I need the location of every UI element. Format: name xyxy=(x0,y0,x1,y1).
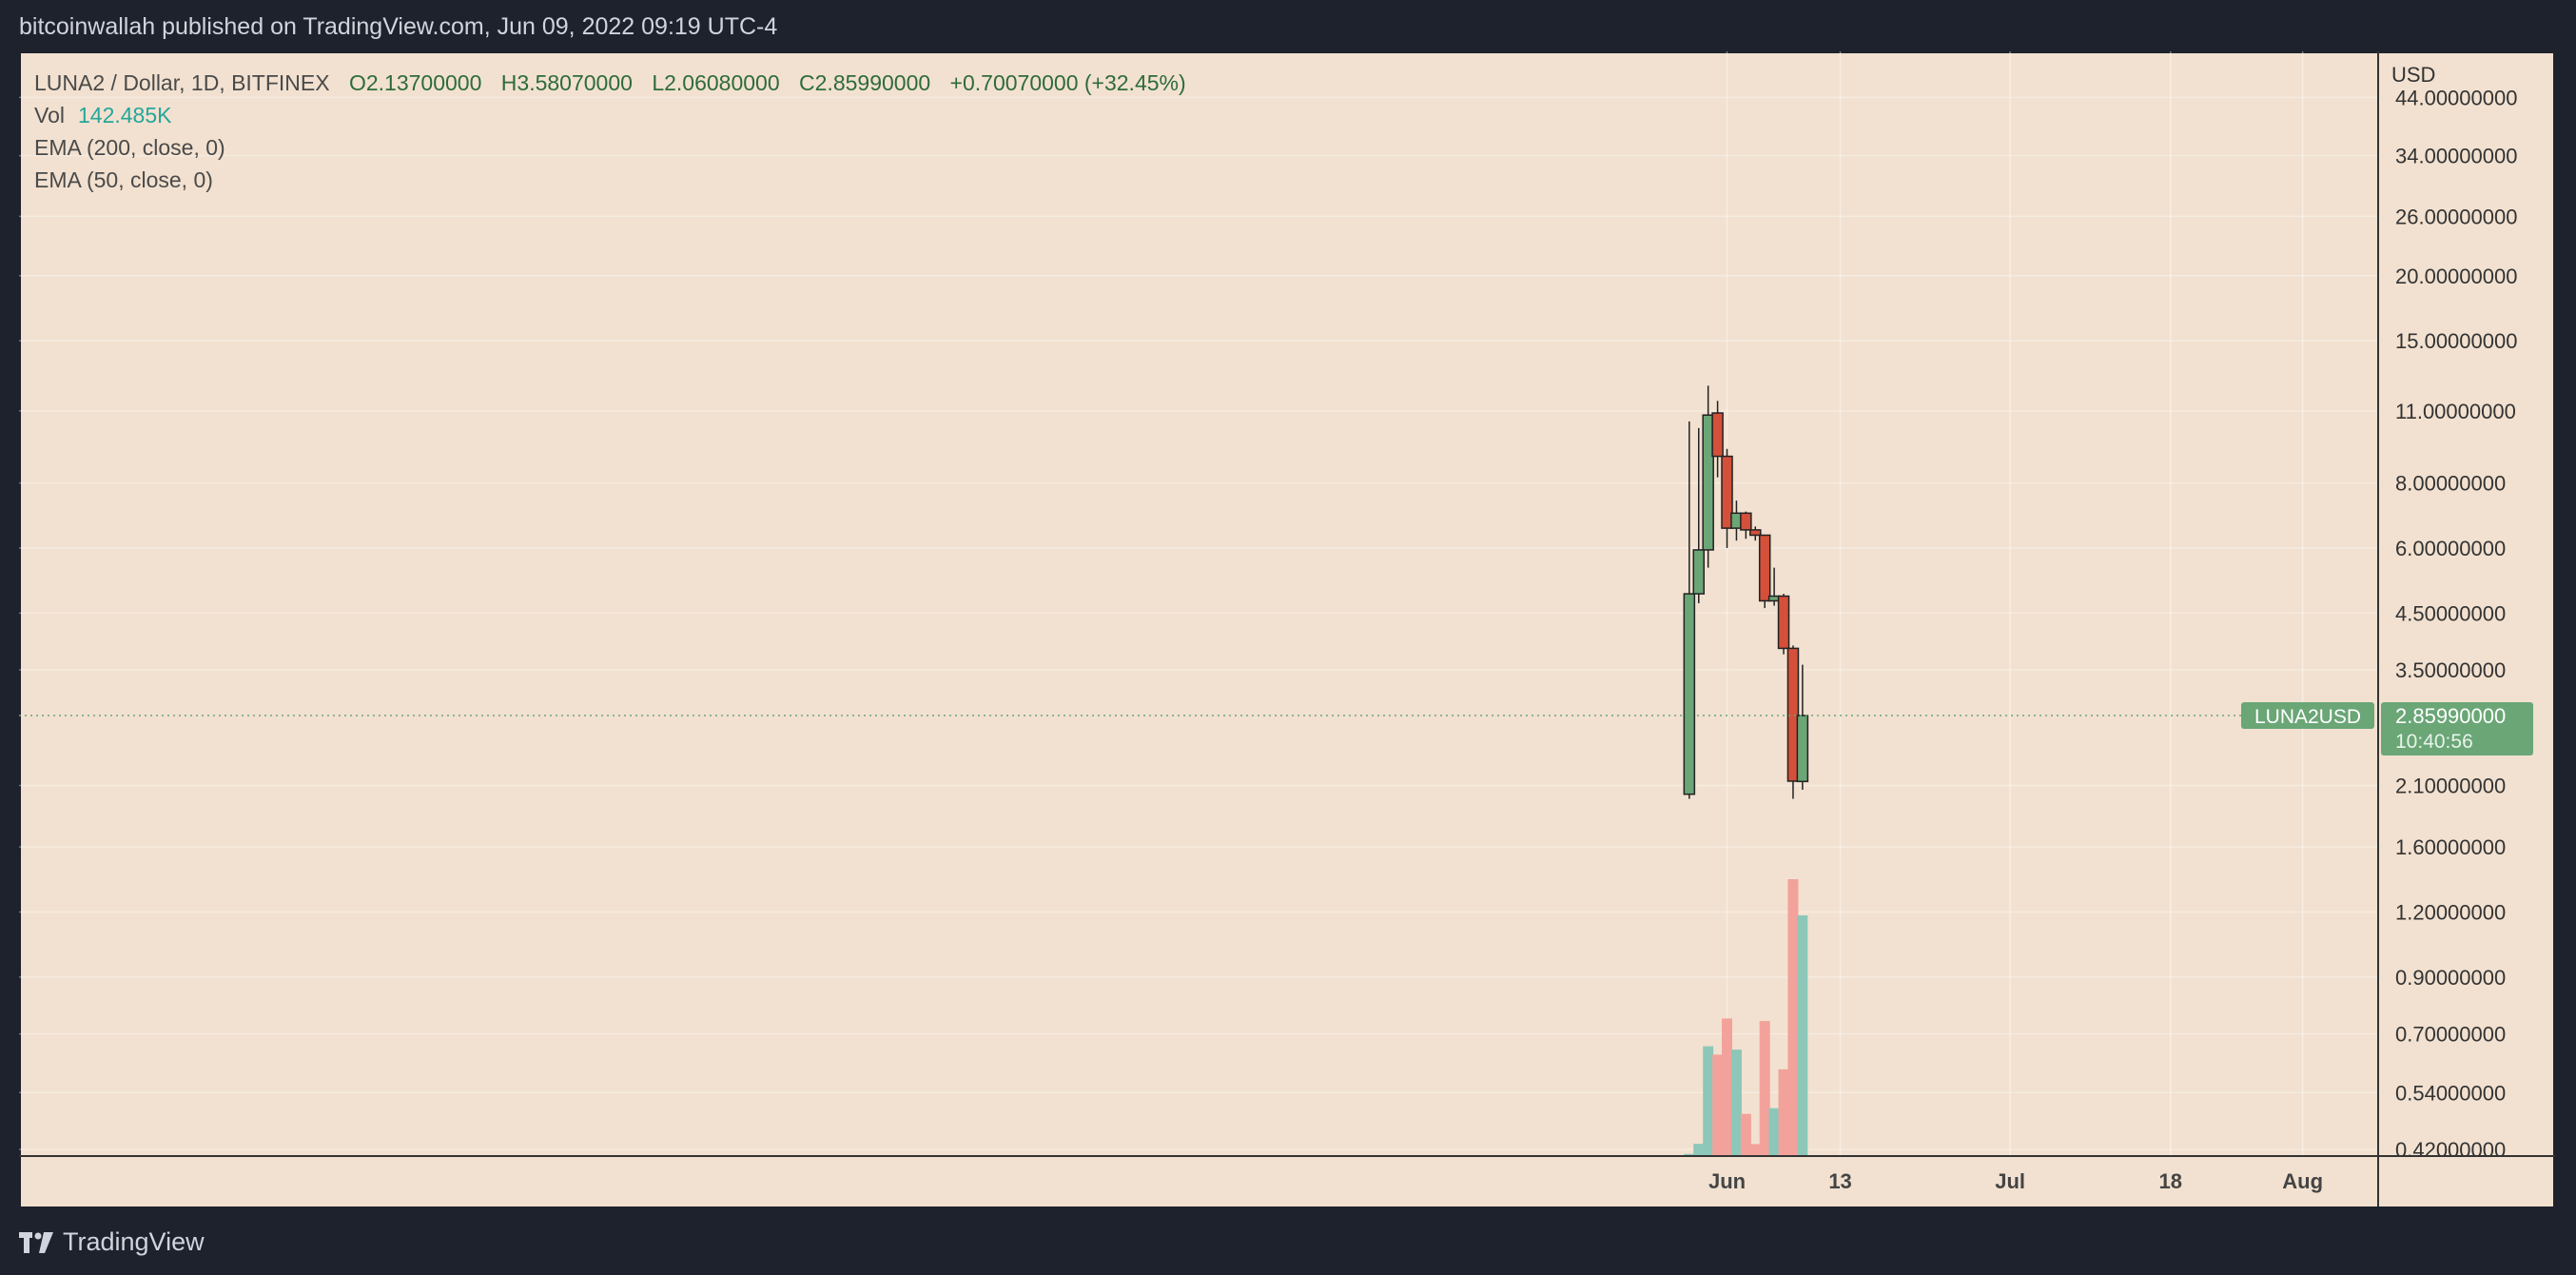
countdown-text: 10:40:56 xyxy=(2395,731,2473,753)
volume-bar xyxy=(1730,1049,1742,1155)
candle-body xyxy=(1702,414,1714,551)
volume-bar xyxy=(1749,1144,1761,1155)
price-tick-label: 0.42000000 xyxy=(2395,1138,2506,1162)
price-tick-label: 1.60000000 xyxy=(2395,835,2506,859)
price-tick-label: 0.70000000 xyxy=(2395,1023,2506,1047)
high-value: 3.58070000 xyxy=(517,70,633,95)
candle-body xyxy=(1711,412,1724,458)
ohlc-row: LUNA2 / Dollar, 1D, BITFINEX O2.13700000… xyxy=(34,67,1186,99)
volume-bar xyxy=(1778,1069,1789,1155)
time-tick-label: Jul xyxy=(1995,1169,2025,1193)
volume-bar xyxy=(1703,1046,1714,1155)
candle-body xyxy=(1749,529,1762,537)
time-tick-label: Jun xyxy=(1708,1169,1746,1193)
candle-body xyxy=(1786,647,1800,782)
price-tick-label: 0.90000000 xyxy=(2395,966,2506,990)
price-tick-label: 1.20000000 xyxy=(2395,900,2506,924)
close-label: C xyxy=(799,70,815,95)
high-label: H xyxy=(500,70,517,95)
brand-name: TradingView xyxy=(63,1227,205,1256)
time-tick-label: Aug xyxy=(2282,1169,2323,1193)
tradingview-brand[interactable]: TradingView xyxy=(19,1227,205,1257)
volume-bar xyxy=(1768,1108,1780,1155)
volume-bar xyxy=(1759,1021,1770,1155)
symbol-tag xyxy=(2241,702,2374,730)
volume-row[interactable]: Vol 142.485K xyxy=(34,99,1186,131)
vol-value: 142.485K xyxy=(77,103,172,128)
price-tick-label: 26.00000000 xyxy=(2395,205,2517,228)
tradingview-logo-icon xyxy=(19,1231,55,1253)
candle-body xyxy=(1692,549,1706,595)
low-value: 2.06080000 xyxy=(664,70,780,95)
candle-body xyxy=(1683,593,1696,795)
chart-legend: LUNA2 / Dollar, 1D, BITFINEX O2.13700000… xyxy=(34,67,1186,196)
price-tick-label: 11.00000000 xyxy=(2395,400,2516,423)
time-tick-label: 18 xyxy=(2159,1169,2182,1193)
price-tick-label: 6.00000000 xyxy=(2395,537,2506,560)
open-label: O xyxy=(348,70,366,95)
chart-panel[interactable] xyxy=(19,51,2555,1208)
volume-bar xyxy=(1722,1018,1733,1155)
symbol-label[interactable]: LUNA2 / Dollar, 1D, BITFINEX xyxy=(34,70,330,95)
volume-bar xyxy=(1740,1113,1751,1155)
publish-bar: bitcoinwallah published on TradingView.c… xyxy=(0,0,2576,51)
candle-body xyxy=(1721,455,1733,529)
volume-bar xyxy=(1712,1054,1724,1155)
price-tick-label: 20.00000000 xyxy=(2395,265,2517,288)
price-tick-label: 4.50000000 xyxy=(2395,601,2506,625)
open-value: 2.13700000 xyxy=(365,70,482,95)
change-value: +0.70070000 (+32.45%) xyxy=(949,70,1186,95)
last-price-tag xyxy=(2381,702,2533,756)
last-price-text: 2.85990000 xyxy=(2395,704,2506,728)
candle-body xyxy=(1796,715,1809,783)
candle-body xyxy=(1777,595,1790,650)
time-tick-label: 13 xyxy=(1828,1169,1851,1193)
price-tick-label: 2.10000000 xyxy=(2395,774,2506,797)
volume-bar xyxy=(1787,879,1799,1155)
price-tick-label: 15.00000000 xyxy=(2395,329,2517,353)
published-info: bitcoinwallah published on TradingView.c… xyxy=(19,13,778,40)
currency-label: USD xyxy=(2391,63,2436,87)
ema50-indicator[interactable]: EMA (50, close, 0) xyxy=(34,167,213,192)
volume-bar xyxy=(1693,1144,1705,1155)
footer: TradingView xyxy=(0,1210,2576,1275)
candle-body xyxy=(1740,512,1752,531)
candle-body xyxy=(1758,534,1771,602)
vol-label: Vol xyxy=(34,103,65,128)
symbol-tag-text: LUNA2USD xyxy=(2254,706,2361,728)
price-tick-label: 0.54000000 xyxy=(2395,1081,2506,1105)
volume-bar xyxy=(1797,915,1808,1155)
low-label: L xyxy=(652,70,665,95)
price-tick-label: 3.50000000 xyxy=(2395,658,2506,682)
ema200-indicator[interactable]: EMA (200, close, 0) xyxy=(34,135,225,160)
price-tick-label: 44.00000000 xyxy=(2395,86,2517,109)
volume-bar xyxy=(1684,1153,1695,1155)
close-value: 2.85990000 xyxy=(814,70,931,95)
price-tick-label: 34.00000000 xyxy=(2395,145,2517,168)
price-tick-label: 8.00000000 xyxy=(2395,472,2506,496)
